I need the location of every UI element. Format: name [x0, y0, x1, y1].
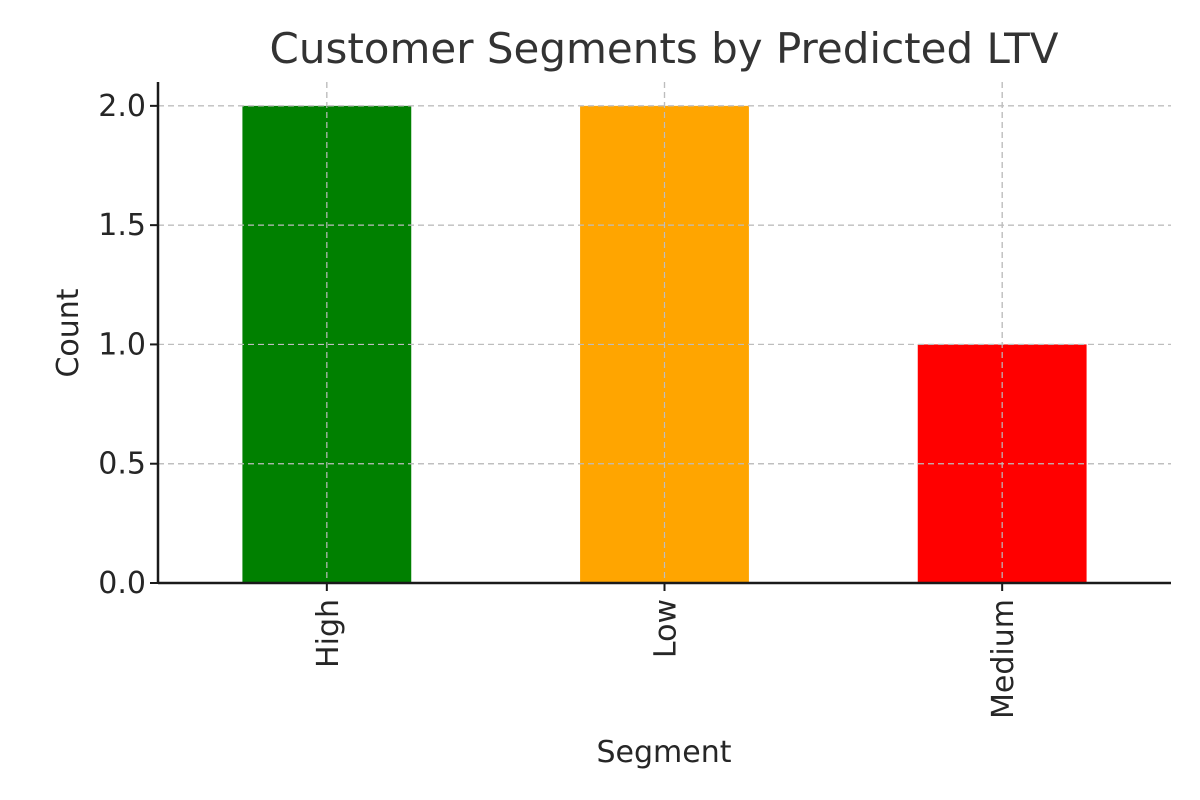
- y-tick-label: 1.0: [98, 327, 146, 362]
- x-tick-label: Low: [649, 599, 684, 658]
- ticks-layer: 0.0 0.5 1.0 1.5 2.0 High Low Medium: [98, 89, 1021, 719]
- bars-layer: [158, 82, 1171, 584]
- y-axis-label: Count: [51, 288, 86, 377]
- y-tick-label: 0.0: [98, 566, 146, 601]
- y-tick-label: 2.0: [98, 89, 146, 124]
- x-tick-label: Medium: [986, 599, 1021, 719]
- chart-title: Customer Segments by Predicted LTV: [270, 24, 1059, 73]
- y-tick-label: 1.5: [98, 208, 146, 243]
- x-axis-label: Segment: [597, 735, 732, 770]
- y-tick-label: 0.5: [98, 447, 146, 482]
- x-tick-label: High: [311, 599, 346, 668]
